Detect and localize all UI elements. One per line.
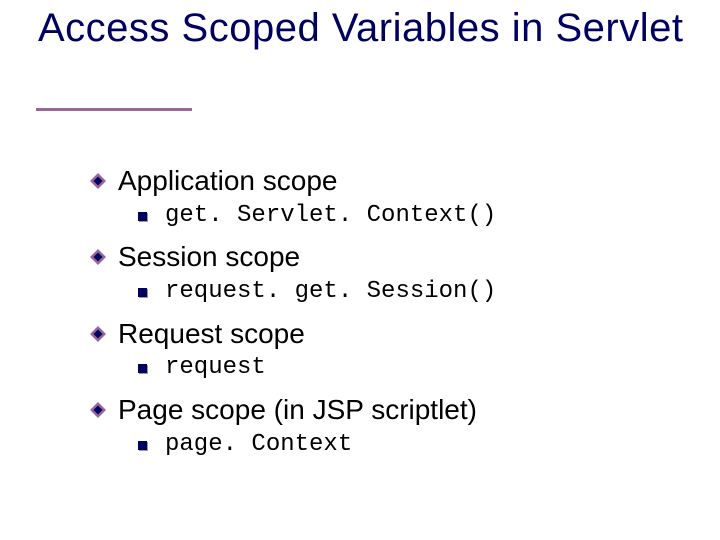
list-subitem: get. Servlet. Context() (138, 202, 680, 231)
list-subitem: request. get. Session() (138, 278, 680, 307)
list-subitem-code: get. Servlet. Context() (165, 202, 496, 231)
diamond-bullet-icon (90, 173, 106, 189)
list-item: Request scope (90, 317, 680, 351)
list-item: Session scope (90, 240, 680, 274)
diamond-bullet-icon (90, 326, 106, 342)
list-item-label: Request scope (118, 317, 305, 351)
list-item-label: Application scope (118, 164, 337, 198)
slide-body: Application scope get. Servlet. Context(… (90, 164, 680, 470)
list-item: Page scope (in JSP scriptlet) (90, 393, 680, 427)
slide-title: Access Scoped Variables in Servlet (38, 6, 698, 51)
list-subitem: page. Context (138, 431, 680, 460)
diamond-bullet-icon (90, 249, 106, 265)
list-item-label: Session scope (118, 240, 300, 274)
list-item: Application scope (90, 164, 680, 198)
slide: Access Scoped Variables in Servlet Appli… (0, 0, 720, 540)
list-subitem-code: request. get. Session() (165, 278, 496, 307)
square-bullet-icon (138, 288, 147, 297)
list-subitem-code: request (165, 354, 266, 383)
list-subitem-code: page. Context (165, 431, 352, 460)
square-bullet-icon (138, 364, 147, 373)
list-item-label: Page scope (in JSP scriptlet) (118, 393, 477, 427)
square-bullet-icon (138, 441, 147, 450)
square-bullet-icon (138, 212, 147, 221)
title-underline (36, 108, 192, 111)
list-subitem: request (138, 354, 680, 383)
diamond-bullet-icon (90, 402, 106, 418)
